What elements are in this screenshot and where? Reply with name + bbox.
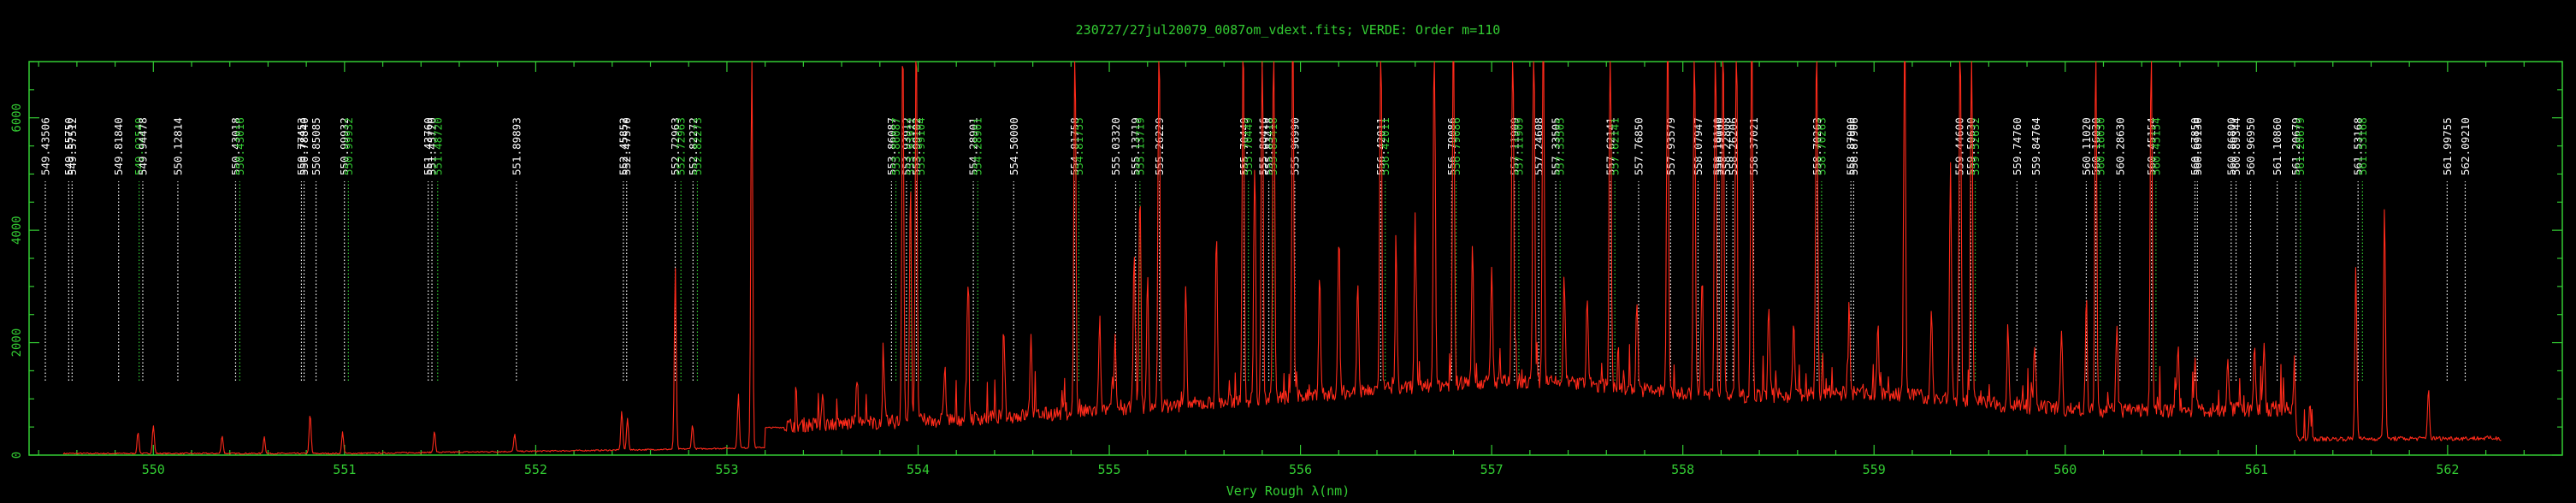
reference-line-label: 557.93579 <box>1664 117 1677 175</box>
reference-line-label: 550.85085 <box>310 117 322 175</box>
reference-line-label: 561.20679 <box>2294 117 2307 175</box>
reference-line-label: 558.87906 <box>1847 117 1860 175</box>
x-tick-label: 561 <box>2245 462 2268 477</box>
reference-line-label: 557.62141 <box>1604 117 1617 175</box>
x-tick-label: 556 <box>1289 462 1312 477</box>
x-tick-label: 553 <box>715 462 738 477</box>
x-tick-label: 558 <box>1671 462 1694 477</box>
reference-line-label: 549.94478 <box>136 117 149 175</box>
reference-line-label: 560.67850 <box>2189 117 2201 175</box>
reference-line-label: 557.76850 <box>1632 117 1645 175</box>
reference-line-label: 558.37021 <box>1747 117 1760 175</box>
reference-line-label: 552.82272 <box>687 117 700 175</box>
reference-line-label: 560.16030 <box>2094 117 2106 175</box>
reference-line-label: 550.78840 <box>298 117 310 175</box>
reference-line-label: 549.57512 <box>66 117 79 175</box>
reference-line-label: 552.82273 <box>691 117 704 175</box>
reference-line-label: 553.86087 <box>885 117 898 175</box>
reference-line-label: 555.03320 <box>1109 117 1122 175</box>
reference-line-label: 556.79086 <box>1450 117 1462 175</box>
reference-line-label: 553.93922 <box>905 117 918 175</box>
reference-line-label: 552.47570 <box>620 117 633 175</box>
reference-line-label: 560.11020 <box>2080 117 2093 175</box>
reference-line-label: 551.45720 <box>426 117 439 175</box>
y-tick-label: 6000 <box>10 104 24 133</box>
x-tick-label: 551 <box>333 462 356 477</box>
reference-line-label: 556.42011 <box>1374 117 1387 175</box>
reference-line-label: 560.69130 <box>2191 117 2204 175</box>
reference-line-label: 556.42011 <box>1379 117 1391 175</box>
x-tick-label: 554 <box>907 462 930 477</box>
reference-line-label: 557.33505 <box>1554 117 1567 175</box>
reference-line-label: 555.83418 <box>1262 117 1275 175</box>
reference-line-label: 558.70263 <box>1815 117 1828 175</box>
reference-line-label: 557.11909 <box>1512 117 1525 175</box>
x-axis-label: Very Rough λ(nm) <box>1226 483 1350 499</box>
reference-line-label: 550.43018 <box>229 117 242 175</box>
reference-line-label: 551.43760 <box>422 117 434 175</box>
reference-line-label: 561.53168 <box>2356 117 2369 175</box>
reference-line-label: 560.89344 <box>2230 117 2242 175</box>
reference-line-label: 552.72963 <box>669 117 682 175</box>
reference-line-label: 560.28630 <box>2113 117 2126 175</box>
reference-line-label: 555.13719 <box>1129 117 1142 175</box>
reference-line-label: 558.26206 <box>1727 117 1740 175</box>
reference-line-label: 549.81840 <box>112 117 125 175</box>
reference-line-label: 560.16030 <box>2089 117 2102 175</box>
reference-line-label: 554.28901 <box>972 117 984 175</box>
reference-line-label: 555.13719 <box>1133 117 1146 175</box>
reference-line-label: 551.89893 <box>510 117 523 175</box>
reference-line-label: 557.62141 <box>1609 117 1622 175</box>
reference-line-label: 550.99932 <box>342 117 355 175</box>
reference-line-label: 550.77453 <box>295 117 308 175</box>
reference-line-label: 556.79086 <box>1445 117 1458 175</box>
reference-line-label: 561.20679 <box>2289 117 2302 175</box>
reference-line-label: 561.10860 <box>2271 117 2284 175</box>
reference-line-label: 551.48720 <box>431 117 444 175</box>
reference-line-label: 562.09210 <box>2459 117 2472 175</box>
reference-line-label: 553.99104 <box>914 117 927 175</box>
reference-line-label: 561.53168 <box>2352 117 2365 175</box>
reference-line-label: 550.99932 <box>338 117 351 175</box>
chart-title: 230727/27jul20079_0087om_vdext.fits; VER… <box>1075 22 1501 38</box>
reference-line-label: 559.84764 <box>2029 117 2042 175</box>
reference-line-label: 555.70449 <box>1242 117 1255 175</box>
reference-line-label: 553.86087 <box>889 117 902 175</box>
reference-line-label: 560.86800 <box>2224 117 2237 175</box>
reference-line-label: 560.96950 <box>2244 117 2257 175</box>
x-tick-label: 552 <box>524 462 547 477</box>
reference-line-label: 554.28901 <box>967 117 980 175</box>
reference-line-label: 558.87900 <box>1845 117 1858 175</box>
reference-line-label: 550.12814 <box>171 117 184 175</box>
x-tick-label: 555 <box>1097 462 1120 477</box>
reference-line-label: 561.99755 <box>2441 117 2454 175</box>
reference-line-label: 559.74760 <box>2011 117 2024 175</box>
x-tick-label: 562 <box>2436 462 2459 477</box>
y-tick-label: 0 <box>10 452 24 459</box>
reference-line-label: 549.43506 <box>39 117 52 175</box>
reference-line-label: 552.45852 <box>617 117 629 175</box>
reference-line-label: 550.43016 <box>233 117 246 175</box>
x-tick-label: 550 <box>142 462 165 477</box>
spectrum-series-line <box>62 61 2502 455</box>
reference-line-label: 555.96990 <box>1288 117 1301 175</box>
reference-line-label: 552.72963 <box>675 117 688 175</box>
reference-line-label: 549.55750 <box>62 117 75 175</box>
y-tick-label: 2000 <box>10 328 24 358</box>
reference-line-label: 557.33505 <box>1550 117 1563 175</box>
reference-line-label: 553.99102 <box>910 117 923 175</box>
x-tick-label: 560 <box>2053 462 2077 477</box>
reference-line-label: 560.45154 <box>2149 117 2162 175</box>
reference-line-label: 549.92549 <box>133 117 145 175</box>
reference-line-label: 554.50000 <box>1007 117 1020 175</box>
x-tick-label: 557 <box>1480 462 1504 477</box>
x-tick-label: 559 <box>1863 462 1886 477</box>
y-tick-label: 4000 <box>10 216 24 245</box>
reference-line-label: 558.22808 <box>1720 117 1733 175</box>
